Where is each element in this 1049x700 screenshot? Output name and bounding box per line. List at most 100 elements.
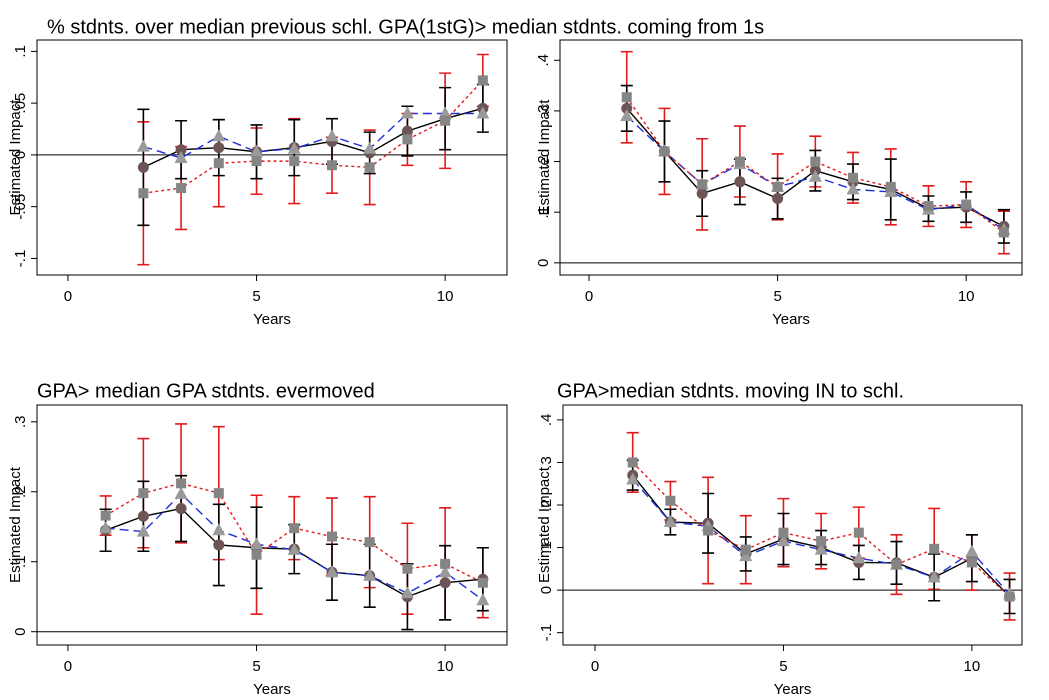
marker [927,570,941,583]
y-axis-label: Estimated Impact [7,466,24,583]
y-tick-label: 0 [12,151,29,159]
marker [621,102,633,114]
panel: GPA> median GPA stdnts. evermoved Years Es… [7,380,508,698]
series-line [143,107,484,168]
marker [626,472,640,485]
marker [477,577,488,588]
marker [810,156,821,167]
x-axis-label: Years [774,681,812,698]
marker [438,106,452,119]
plot-frame [36,404,508,646]
panel: % stdnts. over median previous schl. GPA… [7,16,764,328]
marker [965,544,979,557]
marker [476,593,490,606]
marker [808,169,822,182]
series-line [143,79,484,194]
marker [363,141,377,154]
y-tick-label: .1 [12,555,29,568]
marker [250,144,264,157]
x-tick-label: 0 [591,658,599,675]
y-tick-label: 0 [12,628,29,636]
plot-frame [559,39,1023,276]
marker [213,158,224,169]
marker [250,537,264,550]
marker [213,539,225,551]
y-tick-label: .2 [538,499,555,512]
marker [251,549,262,560]
marker [891,559,902,570]
marker [1004,591,1015,602]
marker [734,176,746,188]
marker [697,179,708,190]
x-axis-label: Years [253,681,291,698]
marker [287,542,301,555]
x-tick-label: 10 [958,288,975,305]
marker [400,586,414,599]
x-tick-label: 5 [773,288,781,305]
marker [663,515,677,528]
marker [703,525,714,536]
marker [665,495,676,506]
marker [853,527,864,538]
marker [138,488,149,499]
x-tick-label: 5 [252,658,260,675]
marker [440,558,451,569]
marker [326,531,337,542]
marker [212,523,226,536]
marker [402,134,413,145]
y-tick-label: .2 [12,486,29,499]
marker [852,551,866,564]
marker [923,201,934,212]
marker [846,182,860,195]
marker [99,521,113,534]
series-line [632,479,1011,595]
marker [739,549,753,562]
series-line [626,96,1005,234]
panel-title: GPA>median stdnts. moving IN to schl. [557,380,904,402]
marker [740,544,751,555]
marker [966,557,977,568]
y-tick-label: .05 [12,93,29,114]
y-tick-label: .4 [535,54,552,67]
marker [213,142,225,154]
marker [251,156,262,167]
y-tick-label: .3 [538,456,555,469]
marker [363,568,377,581]
marker [174,486,188,499]
y-tick-label: .2 [535,155,552,168]
marker [734,156,745,167]
marker [778,527,789,538]
y-tick-label: .3 [12,416,29,429]
marker [175,144,187,156]
x-tick-label: 10 [964,658,981,675]
marker [477,75,488,86]
marker [289,523,300,534]
marker [438,565,452,578]
plot-frame [562,404,1023,646]
marker [440,115,451,126]
marker [402,563,413,574]
y-tick-label: .4 [538,414,555,427]
marker [476,106,490,119]
y-tick-label: .1 [12,45,29,58]
marker [772,193,784,205]
marker [287,141,301,154]
marker [174,151,188,164]
y-tick-label: -.1 [538,624,555,642]
marker [325,129,339,142]
marker [659,146,670,157]
marker [364,162,375,173]
marker [627,457,638,468]
marker [138,188,149,199]
x-tick-label: 5 [779,658,787,675]
marker [325,565,339,578]
panel: Years Estimated Impact 0 5 10 0 .1 .2 .3 .4 [535,39,1023,328]
marker [621,92,632,103]
marker [961,199,972,210]
marker [696,187,708,199]
marker [100,510,111,521]
panel-title: % stdnts. over median previous schl. GPA… [47,16,764,38]
panel: GPA>median stdnts. moving IN to schl. Yea… [536,380,1023,698]
y-axis-label: Estimated Impact [7,99,24,216]
